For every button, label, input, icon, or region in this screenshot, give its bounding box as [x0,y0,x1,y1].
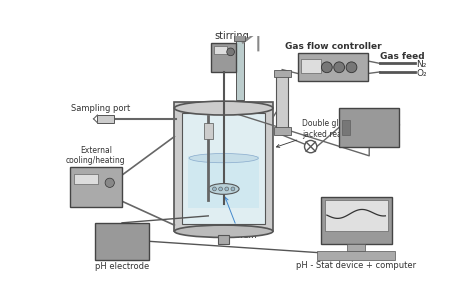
Circle shape [334,62,345,73]
Bar [339,108,399,147]
Bar [347,244,365,250]
Text: N₂: N₂ [416,60,427,70]
Text: Double glass
jacked reactor: Double glass jacked reactor [276,119,357,147]
Bar [188,156,259,208]
Bar [70,168,122,207]
Text: External
cooling/heating: External cooling/heating [66,146,126,165]
Bar [73,174,98,184]
Bar [235,35,245,41]
Bar [325,201,388,231]
Bar [342,120,350,135]
Text: Ozonator: Ozonator [350,122,401,132]
Text: Gas feed: Gas feed [380,52,425,61]
Bar [219,235,229,244]
Circle shape [219,187,222,191]
Bar [214,47,227,54]
Text: Sampling port: Sampling port [71,104,130,113]
Text: KI: KI [277,98,288,108]
Text: pH electrode: pH electrode [95,262,149,271]
Bar [317,250,395,260]
Bar [204,123,213,139]
Ellipse shape [174,101,273,115]
Bar [174,102,273,231]
Ellipse shape [208,184,239,194]
Bar [273,70,291,77]
Bar [301,59,321,73]
Circle shape [105,178,114,187]
Bar [95,223,149,260]
Circle shape [346,62,357,73]
Circle shape [212,187,216,191]
Circle shape [321,62,332,73]
Bar [298,54,368,81]
Bar [273,127,291,135]
Circle shape [227,48,235,56]
Bar [236,39,244,100]
Circle shape [231,187,235,191]
Text: O₂: O₂ [416,69,427,78]
Text: Spinchem$^{TM}$: Spinchem$^{TM}$ [212,197,268,243]
Text: Gas flow controller: Gas flow controller [285,42,381,51]
Circle shape [225,187,228,191]
Bar [97,115,114,123]
Bar [211,43,236,72]
Text: pH - Stat device + computer: pH - Stat device + computer [296,261,416,270]
Bar [321,197,392,244]
Text: stirring: stirring [214,31,249,41]
Bar [182,113,265,223]
Circle shape [304,140,317,153]
Bar [276,75,288,130]
Ellipse shape [174,225,273,237]
Ellipse shape [189,154,258,163]
